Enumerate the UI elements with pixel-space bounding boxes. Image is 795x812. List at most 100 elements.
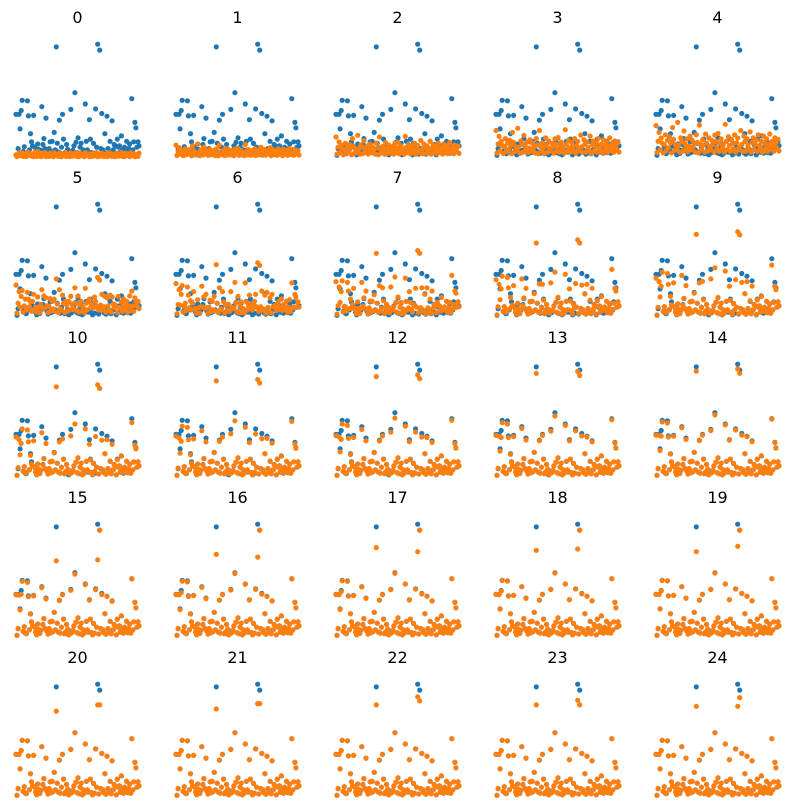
step-series-point [425, 466, 431, 472]
step-series-point [72, 571, 78, 577]
step-series-point [502, 136, 508, 142]
step-series-point [60, 616, 67, 622]
step-series-point [563, 298, 569, 304]
step-series-point [680, 461, 686, 468]
step-series-point [658, 588, 664, 594]
step-series-point [269, 291, 275, 297]
base-series-point [177, 446, 183, 452]
step-series-point [540, 456, 547, 462]
step-series-point [413, 586, 419, 592]
step-series-point [177, 302, 183, 308]
step-series-point [593, 632, 599, 638]
base-series-point [68, 106, 74, 112]
step-series-point [242, 424, 248, 430]
step-series-point [766, 626, 772, 632]
base-series-point [213, 204, 219, 210]
step-series-point [694, 300, 700, 306]
step-series-point [667, 140, 674, 146]
step-series-point [494, 312, 500, 318]
step-series-point [758, 293, 764, 299]
panel-title: 9 [712, 168, 723, 187]
step-series-point [51, 296, 57, 302]
step-series-point [775, 136, 781, 142]
step-series-point [54, 301, 60, 307]
step-series-point [563, 618, 569, 624]
base-series-point [176, 111, 182, 117]
step-series-point [573, 150, 579, 156]
step-series-point [679, 272, 685, 278]
base-series-point [359, 264, 365, 270]
step-series-point [57, 630, 64, 636]
step-series-point [588, 631, 594, 637]
step-series-point [201, 456, 207, 462]
step-series-point [217, 630, 223, 636]
step-series-point [414, 304, 420, 310]
panel-title: 14 [707, 328, 728, 347]
step-series-point [550, 307, 556, 313]
step-series-point [269, 440, 275, 446]
step-series-point [268, 631, 274, 637]
step-series-point [347, 611, 354, 617]
base-series-point [671, 112, 677, 118]
step-series-point [27, 771, 34, 777]
base-series-point [51, 289, 57, 295]
step-series-point [659, 269, 665, 275]
step-series-point [407, 616, 413, 622]
step-series-point [25, 594, 31, 600]
step-series-point [681, 616, 687, 622]
step-series-point [267, 458, 273, 464]
step-series-point [727, 297, 733, 303]
base-series-point [679, 264, 685, 270]
base-series-point [68, 426, 74, 432]
step-series-point [708, 427, 714, 434]
step-series-point [339, 278, 345, 284]
step-series-point [393, 299, 399, 305]
step-series-point [422, 451, 428, 457]
step-series-point [709, 137, 715, 143]
step-series-point [216, 597, 222, 603]
step-series-point [15, 465, 21, 471]
step-series-point [60, 456, 67, 462]
step-series-point [775, 619, 781, 625]
base-series-point [504, 98, 510, 104]
base-series-point [699, 271, 706, 277]
step-series-point [211, 450, 217, 456]
base-series-point [566, 117, 572, 123]
base-series-point [679, 104, 685, 110]
step-series-point [663, 631, 669, 637]
step-series-point [96, 471, 102, 477]
step-series-point [664, 578, 670, 584]
step-series-point [269, 598, 275, 604]
step-series-point [16, 751, 22, 757]
base-series-point [24, 98, 30, 104]
base-series-point [351, 112, 357, 118]
base-series-point [264, 273, 270, 279]
step-series-point [246, 597, 252, 603]
step-series-point [94, 464, 100, 470]
step-series-point [414, 624, 420, 630]
step-series-point [82, 285, 88, 291]
base-series-point [579, 270, 585, 277]
step-series-point [515, 300, 521, 306]
step-series-point [598, 453, 604, 459]
scatter-panel-16: 16 [173, 488, 302, 640]
step-series-point [538, 624, 545, 630]
base-series-point [453, 125, 459, 131]
step-series-point [90, 460, 97, 466]
step-series-point [378, 624, 385, 630]
base-series-point [722, 261, 728, 267]
base-series-point [132, 119, 138, 125]
step-series-point [686, 466, 692, 472]
step-series-point [587, 618, 593, 624]
step-series-point [576, 631, 582, 637]
step-series-point [286, 466, 292, 472]
step-series-point [767, 621, 773, 627]
step-series-point [577, 372, 583, 379]
step-series-point [395, 294, 401, 300]
base-series-point [613, 125, 619, 131]
base-series-point [216, 117, 222, 123]
base-series-point [671, 272, 677, 278]
step-series-point [135, 619, 141, 625]
base-series-point [238, 140, 244, 146]
step-series-point [726, 437, 732, 443]
